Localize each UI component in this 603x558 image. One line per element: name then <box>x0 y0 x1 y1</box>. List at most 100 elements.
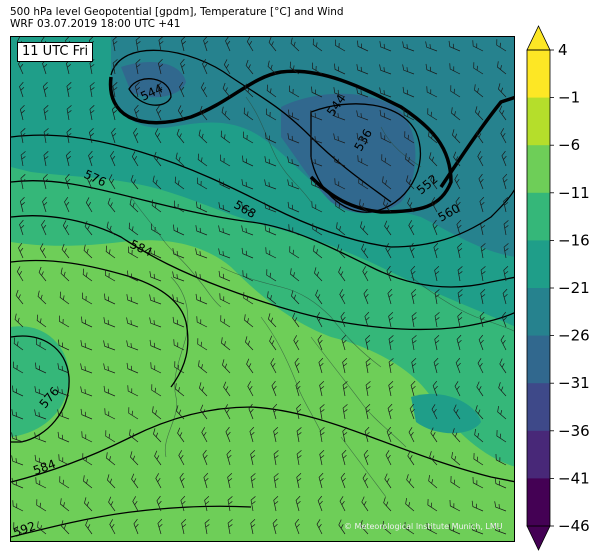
wind-barb <box>434 265 440 282</box>
wind-barb <box>66 105 72 121</box>
wind-barb <box>364 311 370 328</box>
wind-barb <box>18 242 24 259</box>
wind-barb <box>13 361 24 374</box>
wind-barb <box>264 156 277 167</box>
wind-barb <box>131 151 139 167</box>
wind-barb <box>477 358 484 374</box>
wind-barb <box>129 198 139 213</box>
wind-barb <box>132 496 139 512</box>
wind-barb <box>473 453 484 466</box>
wind-barb <box>127 270 139 282</box>
colorbar-tick-label: −6 <box>558 136 580 154</box>
wind-barb <box>425 63 438 75</box>
wind-barb <box>64 196 70 213</box>
wind-barb <box>172 248 185 259</box>
wind-barb <box>453 404 461 420</box>
wind-barb <box>356 132 369 144</box>
wind-barb <box>500 128 507 144</box>
wind-barb <box>264 224 277 236</box>
wind-barb <box>105 245 116 259</box>
wind-barb <box>427 108 438 121</box>
wind-barb <box>365 358 371 374</box>
wind-barb <box>42 173 48 190</box>
wind-barb <box>103 363 116 374</box>
wind-barb <box>250 449 256 466</box>
wind-barb <box>362 473 369 489</box>
wind-barb <box>296 403 302 420</box>
wind-barb <box>43 105 49 121</box>
wind-barb <box>500 335 507 351</box>
wind-barb <box>226 449 232 466</box>
wind-barb <box>249 426 255 443</box>
wind-barb <box>57 409 70 420</box>
wind-barb <box>59 315 70 328</box>
wind-barb <box>496 430 507 443</box>
wind-barb <box>203 37 209 52</box>
wind-barb <box>195 225 208 236</box>
colorbar-tick-label: −11 <box>558 184 590 202</box>
wind-barb <box>426 86 438 98</box>
wind-barb <box>451 107 461 121</box>
wind-barb <box>126 294 139 305</box>
wind-barb <box>36 314 47 328</box>
colorbar-extend-top <box>526 25 551 51</box>
colorbar-segment <box>527 145 550 194</box>
wind-barb <box>427 499 438 512</box>
wind-barb <box>388 381 394 397</box>
wind-barb <box>66 128 72 144</box>
wind-barb <box>359 199 369 213</box>
wind-barb <box>195 293 208 305</box>
wind-barb <box>65 173 71 190</box>
wind-barb <box>198 360 208 374</box>
wind-barb <box>242 270 254 282</box>
wind-barb <box>157 518 163 535</box>
wind-barb <box>480 266 486 282</box>
wind-barb <box>129 429 139 443</box>
wind-barb <box>450 476 461 489</box>
colorbar-tick-label: −46 <box>558 517 590 535</box>
wind-barb <box>243 107 254 121</box>
wind-barb <box>20 128 26 144</box>
wind-barb <box>496 39 507 52</box>
wind-barb <box>313 245 323 259</box>
wind-barb <box>333 155 346 167</box>
wind-barb <box>197 177 208 190</box>
wind-barb <box>334 63 346 75</box>
wind-barb <box>382 521 392 535</box>
wind-barb <box>387 403 393 420</box>
wind-barb <box>149 271 162 282</box>
wind-barb <box>365 381 371 397</box>
wind-barb <box>340 472 346 489</box>
wind-barb <box>80 363 93 374</box>
wind-barbs <box>11 37 509 535</box>
wind-barb <box>19 104 25 121</box>
wind-barb <box>411 358 417 374</box>
wind-barb <box>335 39 346 52</box>
wind-barb <box>357 155 369 167</box>
wind-barb <box>197 153 208 167</box>
wind-barb <box>103 317 116 328</box>
wind-barb <box>292 312 300 328</box>
wind-barb <box>499 105 507 121</box>
wind-barb <box>270 358 277 374</box>
wind-barb <box>296 473 302 489</box>
wind-barb <box>403 109 415 121</box>
wind-barb <box>360 520 369 535</box>
wind-barb <box>318 472 324 489</box>
wind-barb <box>219 178 231 190</box>
wind-barb <box>318 357 324 374</box>
wind-barb <box>34 432 47 443</box>
wind-barb <box>312 38 323 52</box>
wind-barb <box>336 222 346 236</box>
wind-barb <box>432 380 438 397</box>
wind-barb <box>153 428 162 443</box>
wind-barb <box>495 454 507 466</box>
wind-barb <box>498 382 507 397</box>
wind-barb <box>338 519 346 535</box>
colorbar-tick-label: −31 <box>558 374 590 392</box>
wind-barb <box>241 225 254 236</box>
wind-barb <box>472 40 484 52</box>
colorbar-segment <box>527 97 550 146</box>
wind-barb <box>339 289 346 305</box>
wind-barb <box>363 288 369 305</box>
